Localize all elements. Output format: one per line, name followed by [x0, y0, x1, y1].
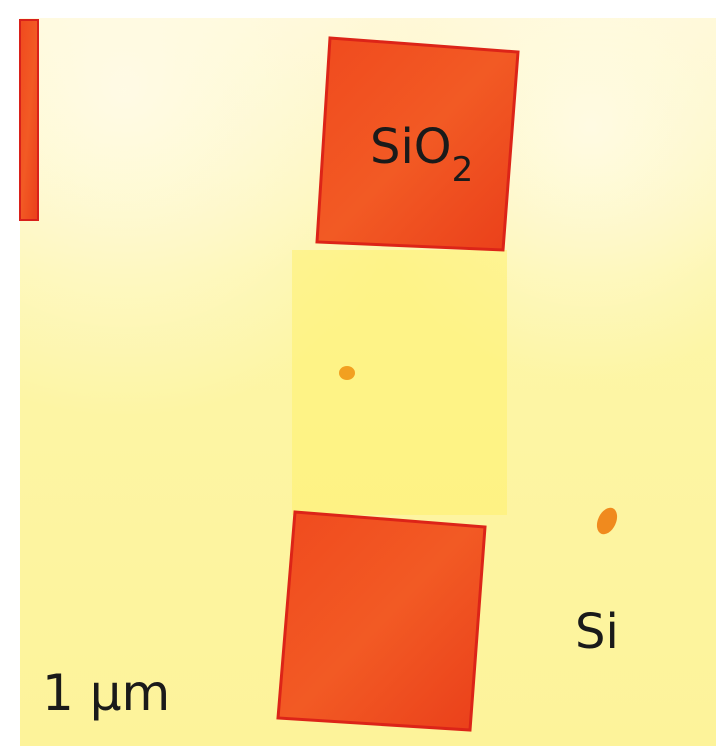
oxide-label-main: SiO [370, 119, 452, 175]
oxide-label-subscript: 2 [452, 150, 474, 190]
channel-band [292, 250, 507, 515]
oxide-pad [278, 512, 485, 730]
micrograph: SiO2 Si 1 μm [0, 0, 721, 747]
page: SiO2 Si 1 μm (() => { const data = JSON.… [0, 0, 721, 747]
particle [339, 366, 355, 380]
substrate-label: Si [575, 604, 619, 660]
oxide-pad [20, 20, 38, 220]
scale-label: 1 μm [42, 664, 170, 722]
